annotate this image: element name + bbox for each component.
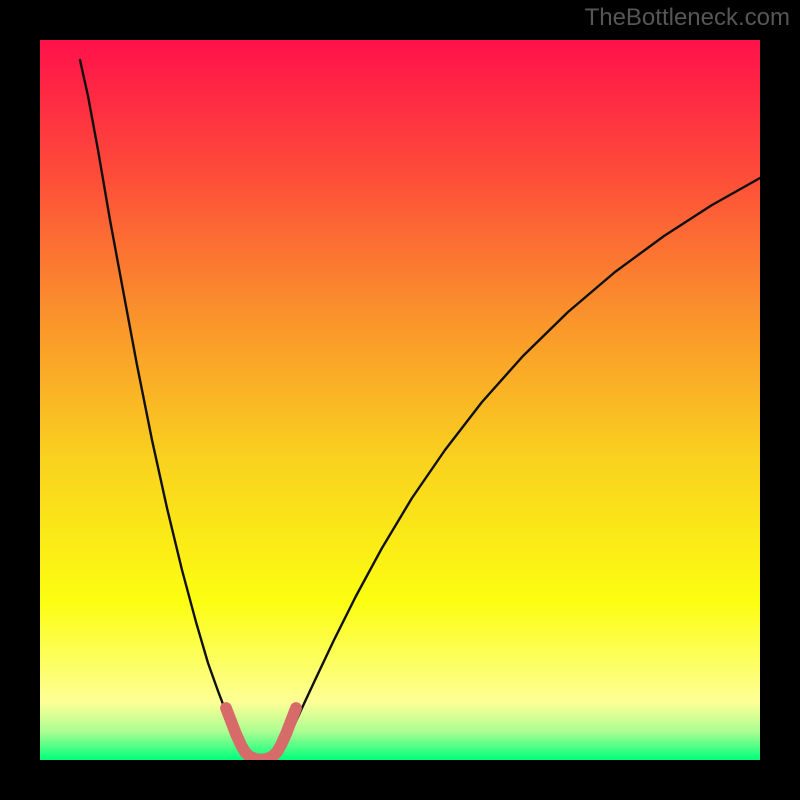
gradient-background: [40, 40, 760, 760]
frame: TheBottleneck.com: [0, 0, 800, 800]
chart-svg: [40, 40, 760, 760]
watermark-text: TheBottleneck.com: [585, 4, 790, 32]
chart-area: [40, 40, 760, 760]
